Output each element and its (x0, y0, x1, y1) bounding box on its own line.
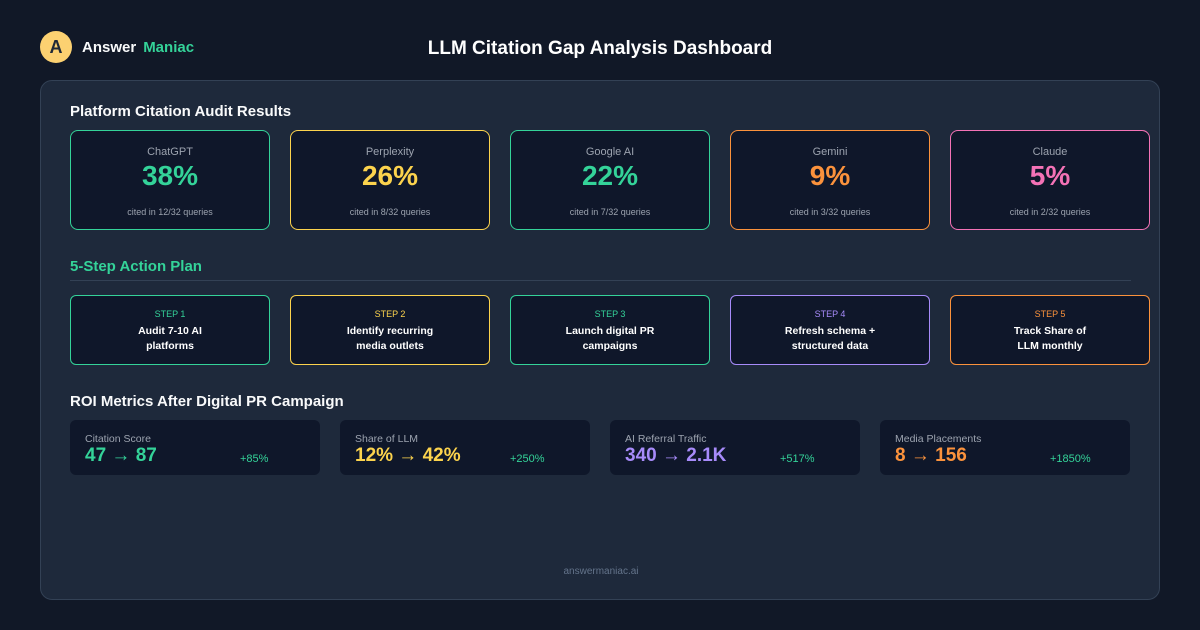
metric-value: 340 → 2.1K (625, 445, 727, 466)
step-description: Refresh schema + structured data (784, 325, 876, 352)
metric-delta: +250% (510, 453, 545, 465)
audit-section-title: Platform Citation Audit Results (70, 103, 292, 120)
platform-name: Google AI (585, 146, 635, 158)
metric-label: Share of LLM (355, 433, 419, 445)
brand-logo[interactable]: A Answer Maniac (40, 31, 194, 63)
platform-name: Gemini (812, 146, 848, 158)
step-cards: STEP 1 Audit 7-10 AI platforms STEP 2 Ide… (70, 295, 1150, 365)
step-card-1[interactable]: STEP 1 Audit 7-10 AI platforms (70, 295, 270, 365)
citation-count: cited in 8/32 queries (349, 207, 431, 217)
citation-rate: 5% (1029, 160, 1071, 191)
metric-label: AI Referral Traffic (625, 433, 707, 445)
roi-card-share-of-llm[interactable]: Share of LLM 12% → 42% +250% (340, 420, 590, 475)
brand-name-first: Answer (82, 38, 137, 56)
metric-delta: +85% (240, 453, 269, 465)
step-number: STEP 3 (594, 309, 626, 319)
main-panel: Platform Citation Audit Results ChatGPT … (40, 80, 1160, 600)
citation-rate: 26% (361, 160, 419, 191)
metric-delta: +517% (780, 453, 815, 465)
citation-rate: 38% (141, 160, 199, 191)
step-description: Identify recurring media outlets (346, 325, 434, 352)
step-number: STEP 1 (154, 309, 186, 319)
step-number: STEP 5 (1034, 309, 1066, 319)
metric-label: Media Placements (895, 433, 982, 445)
step-number: STEP 2 (374, 309, 406, 319)
step-card-3[interactable]: STEP 3 Launch digital PR campaigns (510, 295, 710, 365)
platform-card-gemini[interactable]: Gemini 9% cited in 3/32 queries (730, 130, 930, 230)
roi-section-title: ROI Metrics After Digital PR Campaign (70, 393, 344, 410)
step-card-4[interactable]: STEP 4 Refresh schema + structured data (730, 295, 930, 365)
citation-count: cited in 2/32 queries (1009, 207, 1091, 217)
brand-badge: A (40, 31, 72, 63)
platform-card-perplexity[interactable]: Perplexity 26% cited in 8/32 queries (290, 130, 490, 230)
metric-value: 8 → 156 (895, 445, 967, 466)
citation-count: cited in 3/32 queries (789, 207, 871, 217)
citation-rate: 22% (581, 160, 639, 191)
plan-section-title: 5-Step Action Plan (70, 258, 202, 275)
brand-name-second: Maniac (143, 38, 195, 56)
roi-card-ai-referral-traffic[interactable]: AI Referral Traffic 340 → 2.1K +517% (610, 420, 860, 475)
citation-rate: 9% (809, 160, 851, 191)
platform-card-claude[interactable]: Claude 5% cited in 2/32 queries (950, 130, 1150, 230)
page-title: LLM Citation Gap Analysis Dashboard (427, 38, 773, 59)
platform-name: ChatGPT (147, 146, 193, 158)
section-divider (70, 280, 1131, 281)
step-description: Audit 7-10 AI platforms (138, 325, 202, 352)
step-description: Track Share of LLM monthly (1013, 325, 1087, 352)
roi-cards: Citation Score 47 → 87 +85% Share of LLM… (70, 420, 1130, 475)
step-description: Launch digital PR campaigns (565, 325, 655, 352)
metric-value: 47 → 87 (85, 445, 157, 466)
platform-cards: ChatGPT 38% cited in 12/32 queries Perpl… (70, 130, 1150, 230)
step-card-5[interactable]: STEP 5 Track Share of LLM monthly (950, 295, 1150, 365)
metric-label: Citation Score (85, 433, 151, 445)
metric-delta: +1850% (1050, 453, 1091, 465)
step-card-2[interactable]: STEP 2 Identify recurring media outlets (290, 295, 490, 365)
roi-card-media-placements[interactable]: Media Placements 8 → 156 +1850% (880, 420, 1130, 475)
platform-card-google-ai[interactable]: Google AI 22% cited in 7/32 queries (510, 130, 710, 230)
platform-name: Perplexity (365, 146, 415, 158)
footer-link[interactable]: answermaniac.ai (563, 566, 639, 577)
citation-count: cited in 7/32 queries (569, 207, 651, 217)
platform-name: Claude (1032, 146, 1068, 158)
metric-value: 12% → 42% (355, 445, 461, 466)
step-number: STEP 4 (814, 309, 846, 319)
citation-count: cited in 12/32 queries (127, 207, 213, 217)
roi-card-citation-score[interactable]: Citation Score 47 → 87 +85% (70, 420, 320, 475)
platform-card-chatgpt[interactable]: ChatGPT 38% cited in 12/32 queries (70, 130, 270, 230)
